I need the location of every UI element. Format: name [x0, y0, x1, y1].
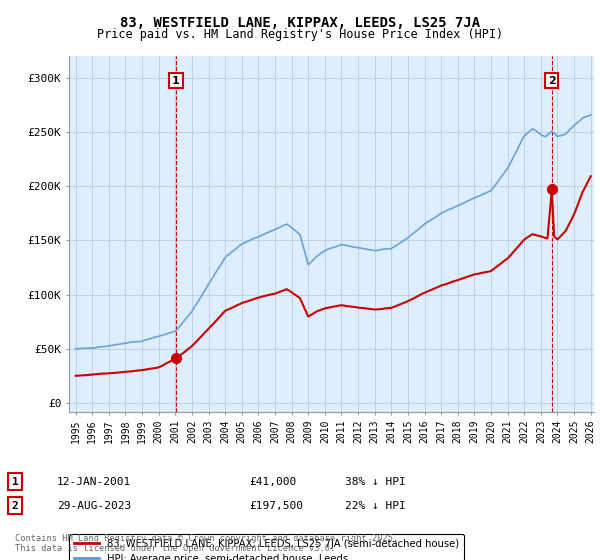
Text: 29-AUG-2023: 29-AUG-2023 — [57, 501, 131, 511]
Text: 22% ↓ HPI: 22% ↓ HPI — [345, 501, 406, 511]
Text: 1: 1 — [172, 76, 180, 86]
Text: 38% ↓ HPI: 38% ↓ HPI — [345, 477, 406, 487]
Legend: 83, WESTFIELD LANE, KIPPAX, LEEDS, LS25 7JA (semi-detached house), HPI: Average : 83, WESTFIELD LANE, KIPPAX, LEEDS, LS25 … — [69, 534, 464, 560]
Text: 12-JAN-2001: 12-JAN-2001 — [57, 477, 131, 487]
Text: 83, WESTFIELD LANE, KIPPAX, LEEDS, LS25 7JA: 83, WESTFIELD LANE, KIPPAX, LEEDS, LS25 … — [120, 16, 480, 30]
Text: £41,000: £41,000 — [249, 477, 296, 487]
Text: £197,500: £197,500 — [249, 501, 303, 511]
Text: Contains HM Land Registry data © Crown copyright and database right 2025.
This d: Contains HM Land Registry data © Crown c… — [15, 534, 398, 553]
Text: Price paid vs. HM Land Registry's House Price Index (HPI): Price paid vs. HM Land Registry's House … — [97, 28, 503, 41]
Text: 2: 2 — [548, 76, 556, 86]
Text: 2: 2 — [11, 501, 19, 511]
Text: 1: 1 — [11, 477, 19, 487]
